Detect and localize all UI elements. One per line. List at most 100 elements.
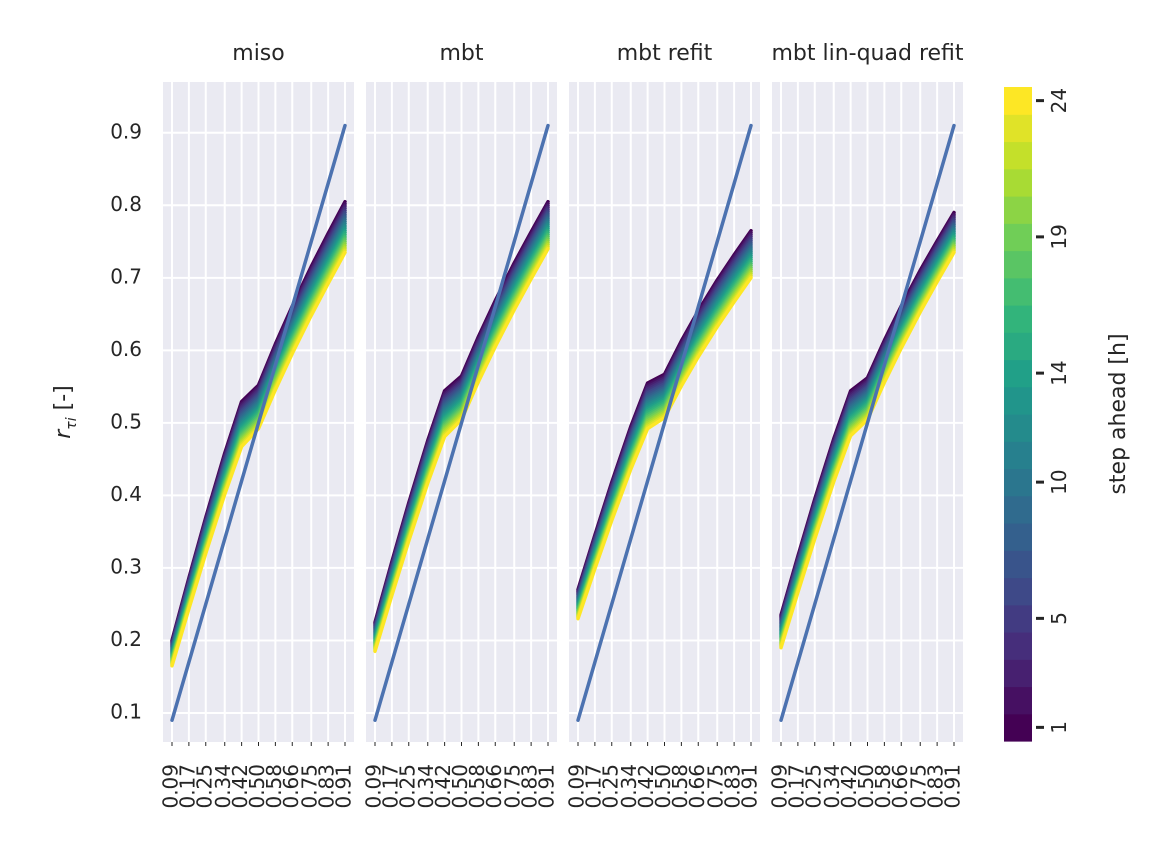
nominal-line [779, 123, 956, 722]
x-tick-label: 0.66 [482, 764, 506, 809]
colorbar-band [1004, 250, 1032, 279]
y-axis-label: rτi [-] [51, 385, 80, 438]
colorbar-band [1004, 495, 1032, 524]
colorbar-band [1004, 686, 1032, 715]
colorbar-band [1004, 359, 1032, 388]
nominal-line [576, 123, 753, 722]
colorbar-tick-label: 19 [1047, 224, 1071, 249]
panel-title: miso [232, 41, 284, 66]
y-tick-label: 0.6 [110, 337, 142, 361]
colorbar-band [1004, 441, 1032, 470]
x-tick-label: 0.58 [871, 764, 895, 809]
colorbar-band [1004, 87, 1032, 115]
x-tick-label: 0.83 [315, 764, 339, 809]
colorbar-band [1004, 332, 1032, 361]
colorbar-band [1004, 196, 1032, 224]
x-tick-label: 0.34 [617, 764, 641, 809]
panel-mbt-lin-quad-refit: mbt lin-quad refit0.090.170.250.340.420.… [768, 41, 965, 809]
x-tick-label: 0.42 [837, 764, 861, 809]
x-tick-label: 0.34 [414, 764, 438, 809]
colorbar-tick-label: 1 [1047, 721, 1071, 734]
colorbar-band [1004, 604, 1032, 633]
x-tick-label: 0.91 [332, 764, 356, 809]
x-tick-label: 0.17 [378, 764, 402, 809]
x-tick-label: 0.09 [565, 764, 589, 809]
x-tick-label: 0.66 [888, 764, 912, 809]
x-tick-label: 0.58 [465, 764, 489, 809]
x-tick-label: 0.34 [211, 764, 235, 809]
x-tick-label: 0.09 [159, 764, 183, 809]
colorbar-band [1004, 632, 1032, 660]
nominal-line [373, 123, 550, 722]
x-tick-label: 0.50 [854, 764, 878, 809]
x-tick-label: 0.42 [228, 764, 252, 809]
panel-miso: miso 0.090.170.250.340.420.500.580.660.75… [159, 41, 356, 809]
panel-mbt-refit: mbt refit 0.090.170.250.340.420.500.580.6… [565, 41, 762, 809]
panel-title: mbt refit [617, 41, 713, 66]
x-tick-label: 0.75 [704, 764, 728, 809]
x-tick-label: 0.91 [738, 764, 762, 809]
colorbar-tick-label: 10 [1047, 469, 1071, 494]
x-tick-label: 0.17 [581, 764, 605, 809]
panel-title: mbt lin-quad refit [771, 41, 963, 66]
colorbar-band [1004, 713, 1032, 742]
x-tick-label: 0.34 [820, 764, 844, 809]
colorbar-band [1004, 659, 1032, 688]
y-tick-label: 0.4 [110, 482, 142, 506]
x-tick-label: 0.25 [395, 764, 419, 809]
y-tick-label: 0.3 [110, 554, 142, 578]
y-tick-label: 0.8 [110, 192, 142, 216]
colorbar-band [1004, 223, 1032, 252]
colorbar-band [1004, 414, 1032, 442]
colorbar-band [1004, 468, 1032, 497]
colorbar-band [1004, 577, 1032, 606]
x-tick-label: 0.42 [431, 764, 455, 809]
x-tick-label: 0.50 [651, 764, 675, 809]
panel-mbt: mbt0.090.170.250.340.420.500.580.660.750… [362, 41, 559, 809]
y-tick-label: 0.5 [110, 409, 142, 433]
colorbar-tick-label: 5 [1047, 612, 1071, 625]
x-tick-label: 0.75 [298, 764, 322, 809]
colorbar-band [1004, 305, 1032, 333]
colorbar-band [1004, 114, 1032, 143]
x-tick-label: 0.09 [768, 764, 792, 809]
y-tick-label: 0.1 [110, 699, 142, 723]
x-tick-label: 0.50 [245, 764, 269, 809]
x-tick-label: 0.58 [262, 764, 286, 809]
panels-group: miso0.090.170.250.340.420.500.580.660.75… [159, 41, 965, 809]
x-tick-label: 0.75 [907, 764, 931, 809]
x-tick-label: 0.83 [721, 764, 745, 809]
x-tick-label: 0.91 [941, 764, 965, 809]
x-tick-label: 0.09 [362, 764, 386, 809]
y-tick-label: 0.7 [110, 264, 142, 288]
colorbar-tick-label: 24 [1047, 88, 1071, 113]
colorbar-band [1004, 141, 1032, 170]
x-tick-label: 0.25 [192, 764, 216, 809]
nominal-line [170, 123, 347, 722]
x-tick-label: 0.66 [685, 764, 709, 809]
colorbar-band [1004, 386, 1032, 415]
x-tick-label: 0.58 [668, 764, 692, 809]
x-tick-label: 0.91 [535, 764, 559, 809]
x-tick-label: 0.42 [634, 764, 658, 809]
colorbar: 1 5 10 14 19 24 step ahead [h] [1004, 87, 1131, 742]
x-tick-label: 0.17 [784, 764, 808, 809]
x-tick-label: 0.25 [801, 764, 825, 809]
colorbar-label: step ahead [h] [1106, 333, 1131, 494]
x-tick-label: 0.83 [924, 764, 948, 809]
y-tick-label: 0.2 [110, 627, 142, 651]
x-tick-label: 0.83 [518, 764, 542, 809]
colorbar-band [1004, 523, 1032, 551]
panel-title: mbt [439, 41, 483, 66]
x-tick-label: 0.66 [279, 764, 303, 809]
colorbar-band [1004, 277, 1032, 306]
y-axis: 0.1 0.2 0.3 0.4 0.5 0.6 0.7 0.8 0.9 rτi [-] [51, 119, 142, 723]
colorbar-band [1004, 550, 1032, 579]
colorbar-tick-label: 14 [1047, 360, 1071, 385]
x-tick-label: 0.50 [448, 764, 472, 809]
x-tick-label: 0.25 [598, 764, 622, 809]
y-tick-label: 0.9 [110, 119, 142, 143]
colorbar-band [1004, 168, 1032, 197]
x-tick-label: 0.17 [175, 764, 199, 809]
